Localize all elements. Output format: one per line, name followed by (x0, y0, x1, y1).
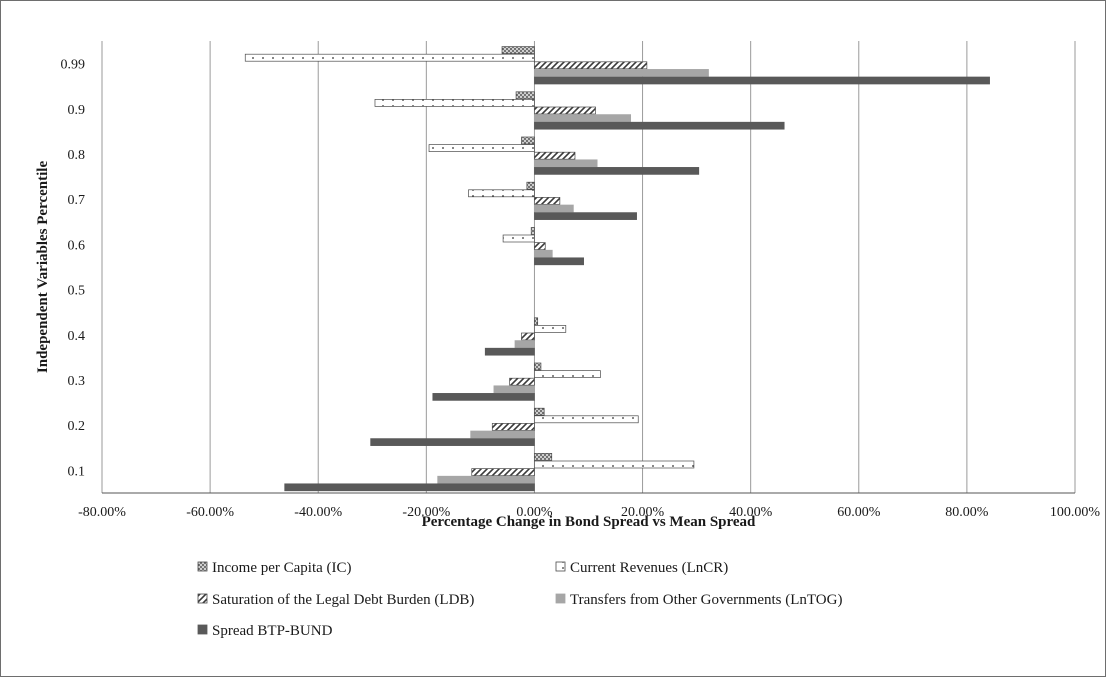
bar-1-3 (534, 325, 565, 332)
bar-0-8 (516, 92, 534, 99)
bar-2-5 (534, 243, 545, 250)
bar-3-0 (438, 476, 535, 483)
bar-4-9 (534, 77, 989, 84)
bar-1-1 (534, 416, 638, 423)
legend-label-2: Saturation of the Legal Debt Burden (LDB… (212, 592, 474, 608)
bar-1-6 (468, 190, 534, 197)
bar-0-6 (527, 182, 535, 189)
bars (245, 47, 989, 491)
bar-2-0 (472, 469, 535, 476)
bar-0-0 (534, 453, 551, 460)
y-tick-label: 0.8 (68, 148, 86, 163)
bar-3-6 (534, 205, 573, 212)
bar-3-2 (494, 386, 535, 393)
bar-4-1 (371, 439, 535, 446)
bar-4-0 (285, 484, 535, 491)
bar-1-9 (245, 54, 534, 61)
bar-0-2 (534, 363, 540, 370)
bar-3-9 (534, 69, 708, 76)
bar-1-0 (534, 461, 693, 468)
x-tick-label: -40.00% (294, 505, 342, 520)
bar-2-1 (492, 423, 534, 430)
y-tick-label: 0.5 (68, 284, 86, 299)
y-tick-label: 0.2 (68, 419, 86, 434)
legend-label-3: Transfers from Other Governments (LnTOG) (570, 592, 842, 608)
bar-2-7 (534, 152, 575, 159)
y-tick-label: 0.6 (68, 238, 86, 253)
legend-swatch-0 (198, 562, 207, 571)
bar-2-3 (521, 333, 534, 340)
bar-3-5 (534, 250, 552, 257)
bar-3-7 (534, 160, 597, 167)
y-tick-label: 0.7 (68, 193, 86, 208)
legend-label-1: Current Revenues (LnCR) (570, 560, 728, 576)
bar-0-7 (521, 137, 534, 144)
y-tick-label: 0.99 (61, 58, 86, 73)
bar-1-8 (375, 99, 534, 106)
y-axis-title: Independent Variables Percentile (35, 161, 51, 374)
y-tick-label: 0.9 (68, 103, 86, 118)
bar-0-3 (534, 318, 537, 325)
bar-1-5 (503, 235, 534, 242)
bar-4-5 (534, 258, 583, 265)
bar-2-8 (534, 107, 595, 114)
x-tick-label: -60.00% (186, 505, 234, 520)
legend-swatch-2 (198, 594, 207, 603)
bar-4-7 (534, 167, 698, 174)
bar-3-8 (534, 115, 630, 122)
bar-4-3 (485, 348, 534, 355)
legend-label-0: Income per Capita (IC) (212, 560, 352, 576)
x-tick-label: 80.00% (945, 505, 989, 520)
x-tick-label: -80.00% (78, 505, 126, 520)
legend-swatch-4 (198, 625, 207, 634)
bar-3-1 (471, 431, 535, 438)
bar-2-9 (534, 62, 646, 69)
x-tick-label: 60.00% (837, 505, 881, 520)
x-axis-title: Percentage Change in Bond Spread vs Mean… (422, 514, 756, 530)
bar-0-5 (531, 227, 534, 234)
legend-swatch-3 (556, 594, 565, 603)
legend-label-4: Spread BTP-BUND (212, 623, 333, 639)
bar-0-9 (502, 47, 534, 54)
bar-2-2 (510, 378, 535, 385)
bar-3-3 (515, 341, 534, 348)
x-tick-label: 100.00% (1050, 505, 1101, 520)
legend-swatch-1 (556, 562, 565, 571)
legend: Income per Capita (IC) Current Revenues (… (198, 560, 842, 639)
y-tick-label: 0.1 (68, 464, 86, 479)
bar-4-8 (534, 122, 784, 129)
bar-4-2 (433, 393, 535, 400)
y-tick-label: 0.3 (68, 374, 86, 389)
bar-1-7 (429, 145, 534, 152)
bar-1-2 (534, 371, 600, 378)
bar-2-6 (534, 197, 559, 204)
y-tick-label: 0.4 (68, 329, 86, 344)
bar-4-6 (534, 213, 636, 220)
bar-0-1 (534, 408, 544, 415)
